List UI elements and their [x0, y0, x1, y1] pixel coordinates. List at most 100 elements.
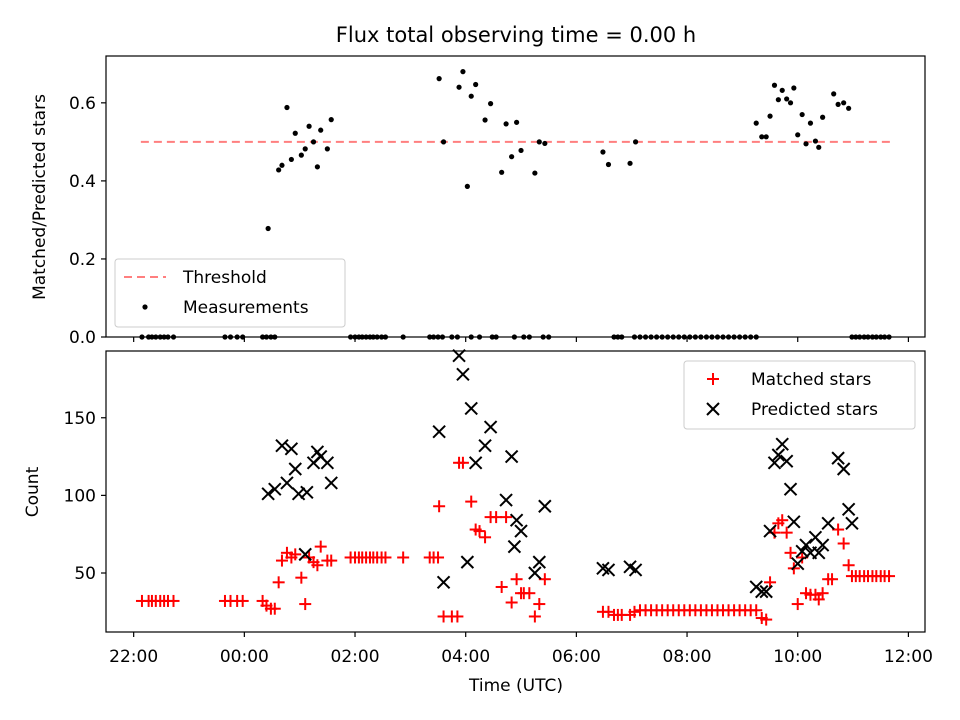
matched-stars-point	[397, 551, 410, 564]
measurement-point	[464, 183, 470, 189]
legend-predicted-label: Predicted stars	[751, 400, 878, 420]
matched-stars-point	[495, 580, 508, 593]
measurement-point	[487, 101, 494, 107]
measurement-point	[816, 144, 822, 150]
measurement-point	[532, 170, 538, 176]
measurement-point	[456, 84, 462, 90]
matched-stars-point	[523, 587, 536, 600]
ratio-legend: Threshold Measurements	[114, 258, 346, 328]
counts-x-tick-label: 02:00	[331, 647, 380, 667]
predicted-stars-point	[478, 438, 492, 453]
matched-stars-point	[311, 559, 324, 572]
measurement-point	[795, 132, 801, 138]
matched-stars-point	[433, 500, 446, 513]
measurement-point	[310, 139, 317, 145]
measurement-point	[324, 146, 330, 152]
matched-stars-point	[528, 610, 541, 623]
predicted-stars-point	[504, 449, 519, 464]
predicted-stars-point	[771, 448, 786, 462]
matched-stars-point	[812, 593, 825, 606]
measurement-point	[812, 138, 819, 144]
predicted-stars-point	[280, 476, 294, 490]
matched-stars-point	[784, 546, 797, 559]
predicted-stars-point	[507, 539, 522, 554]
ratio-y-tick-label: 0.2	[69, 250, 96, 270]
ratio-x-ticks	[133, 337, 909, 342]
legend-matched-label: Matched stars	[751, 370, 871, 390]
predicted-stars-point	[532, 555, 547, 569]
predicted-stars-point	[845, 516, 859, 531]
measurement-point	[328, 117, 334, 123]
measurement-point	[627, 160, 633, 166]
predicted-stars-point	[538, 499, 552, 513]
ratio-legend-box	[114, 258, 346, 328]
matched-stars-point	[295, 571, 308, 584]
predicted-stars-point	[452, 348, 466, 363]
matched-stars-point	[299, 598, 312, 611]
predicted-stars-point	[841, 502, 856, 517]
counts-x-tick-label: 12:00	[884, 647, 933, 667]
matched-stars-point	[268, 602, 281, 615]
matched-stars-point	[236, 594, 249, 607]
measurement-point	[440, 139, 447, 145]
predicted-stars-point	[499, 493, 513, 507]
measurement-point	[753, 120, 759, 126]
counts-y-ticks: 50 100 150	[64, 409, 106, 584]
predicted-stars-point	[528, 566, 542, 580]
measurement-point	[835, 101, 841, 107]
counts-axes: 50 100 150 22:00 00:00 02:00 04:00 06:00 08:00 1…	[23, 348, 933, 696]
measurement-point	[779, 87, 785, 93]
predicted-stars-point	[601, 563, 616, 577]
matched-stars-point	[764, 576, 777, 589]
predicted-stars-point	[320, 456, 335, 470]
ratio-y-tick-label: 0.4	[69, 172, 96, 192]
matched-stars-point	[837, 537, 850, 550]
measurement-point	[771, 82, 778, 88]
predicted-stars-point	[514, 524, 528, 538]
matched-stars-point	[167, 594, 180, 607]
matched-stars-point	[750, 604, 763, 617]
matched-stars-point	[465, 495, 478, 508]
predicted-stars-point	[815, 538, 830, 552]
predicted-stars-point	[432, 425, 446, 439]
measurement-point	[831, 91, 837, 97]
counts-x-tick-label: 10:00	[773, 647, 822, 667]
predicted-stars-point	[836, 462, 851, 476]
measurement-point	[767, 113, 773, 119]
legend-measurements-label: Measurements	[183, 298, 309, 318]
matched-stars-point	[314, 540, 327, 553]
legend-predicted-swatch	[706, 402, 720, 416]
measurement-point	[314, 164, 320, 170]
counts-x-tick-label: 04:00	[441, 647, 490, 667]
predicted-stars-point	[509, 513, 524, 527]
predicted-stars-point	[767, 456, 782, 470]
measurement-point	[499, 169, 505, 175]
matched-stars-point	[538, 573, 551, 586]
ratio-axes-frame	[105, 55, 926, 338]
predicted-stars-point	[288, 462, 302, 476]
measurement-point	[759, 134, 765, 140]
measurement-point	[482, 117, 488, 123]
counts-legend: Matched stars Predicted stars	[683, 360, 916, 430]
measurement-point	[799, 111, 805, 118]
measurement-point	[791, 85, 797, 91]
predicted-stars-point	[275, 438, 289, 453]
matched-stars-point	[451, 610, 464, 623]
measurement-point	[292, 130, 298, 136]
predicted-stars-point	[759, 584, 773, 599]
measurement-point	[632, 139, 639, 145]
counts-x-axis-label: Time (UTC)	[468, 676, 563, 696]
counts-y-tick-label: 150	[64, 409, 96, 429]
ratio-y-axis-label: Matched/Predicted stars	[30, 94, 50, 300]
predicted-stars-point	[775, 437, 789, 451]
measurement-point	[302, 146, 308, 152]
matched-stars-point	[510, 573, 523, 586]
matched-stars-point	[500, 511, 513, 524]
measurement-point	[265, 225, 271, 232]
measurement-point	[284, 104, 290, 111]
measurement-point	[288, 156, 294, 163]
measurement-point	[807, 120, 814, 126]
matched-stars-point	[479, 531, 492, 544]
